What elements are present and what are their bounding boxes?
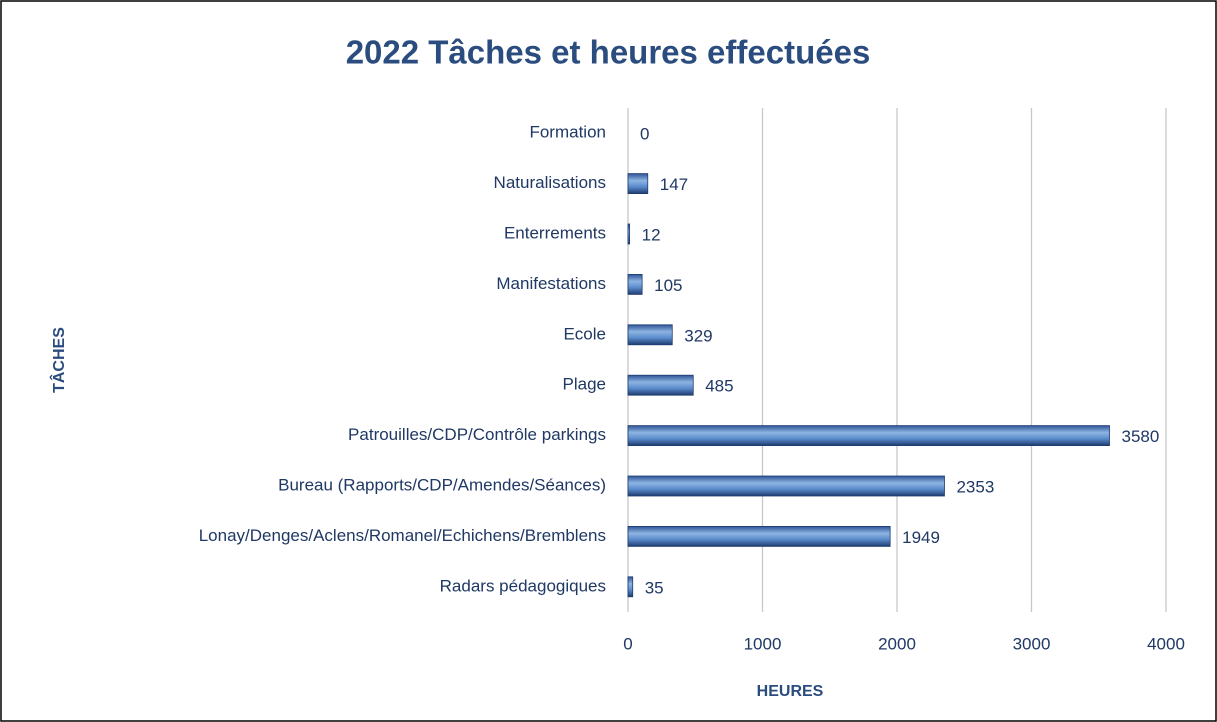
x-tick-label: 2000 <box>878 634 916 653</box>
bar <box>627 526 891 547</box>
y-tick-label: Radars pédagogiques <box>440 576 606 595</box>
y-tick-label: Plage <box>563 375 606 394</box>
data-label: 105 <box>654 276 682 295</box>
x-tick-label: 4000 <box>1147 634 1185 653</box>
x-tick-label: 3000 <box>1013 634 1051 653</box>
chart-title: 2022 Tâches et heures effectuées <box>346 34 871 71</box>
data-label: 3580 <box>1122 427 1160 446</box>
bar <box>627 223 631 245</box>
x-axis-title: HEURES <box>757 683 824 700</box>
data-label: 147 <box>660 175 688 194</box>
data-label: 12 <box>642 225 661 244</box>
y-tick-label: Patrouilles/CDP/Contrôle parkings <box>348 425 606 444</box>
bar <box>627 374 694 396</box>
data-label: 329 <box>684 326 712 345</box>
y-tick-label: Enterrements <box>504 223 606 242</box>
y-tick-label: Manifestations <box>496 274 606 293</box>
data-label: 1949 <box>902 528 940 547</box>
bar <box>627 576 634 598</box>
y-tick-label: Bureau (Rapports/CDP/Amendes/Séances) <box>278 475 606 494</box>
bar <box>627 173 649 195</box>
y-tick-label: Lonay/Denges/Aclens/Romanel/Echichens/Br… <box>199 526 606 545</box>
bar <box>627 425 1110 447</box>
y-tick-label: Formation <box>529 123 606 142</box>
y-axis-title: TÂCHES <box>49 327 68 393</box>
data-label: 0 <box>640 125 649 144</box>
data-label: 2353 <box>956 477 994 496</box>
data-label: 485 <box>705 377 733 396</box>
data-label: 35 <box>645 578 664 597</box>
bar <box>627 273 643 295</box>
bar <box>627 475 945 497</box>
y-tick-label: Ecole <box>563 324 606 343</box>
x-tick-label: 0 <box>623 634 632 653</box>
x-tick-label: 1000 <box>744 634 782 653</box>
bar <box>627 324 673 346</box>
y-tick-label: Naturalisations <box>494 173 606 192</box>
